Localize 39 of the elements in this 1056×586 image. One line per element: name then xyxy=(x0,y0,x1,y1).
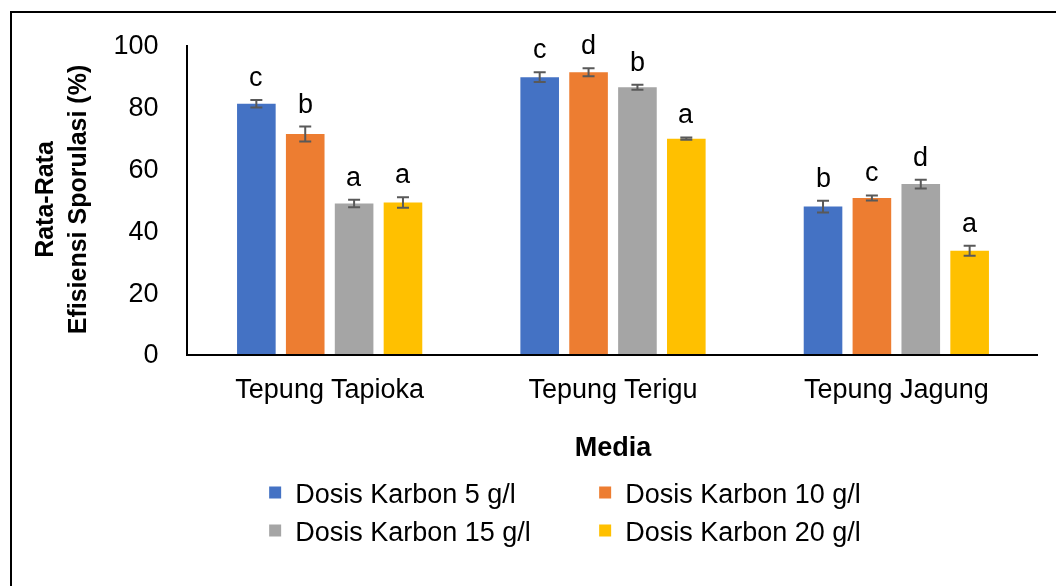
data-label: b xyxy=(816,163,832,193)
y-tick-label: 60 xyxy=(128,154,159,185)
data-label: a xyxy=(346,162,362,192)
legend-label: Dosis Karbon 20 g/l xyxy=(625,517,861,548)
bar xyxy=(618,87,657,354)
y-tick-label: 100 xyxy=(113,30,159,61)
bar xyxy=(803,206,843,354)
bar xyxy=(667,138,706,354)
x-tick-label: Tepung Jagung xyxy=(803,374,989,405)
legend-label: Dosis Karbon 10 g/l xyxy=(625,478,861,509)
y-tick-label: 0 xyxy=(143,339,159,370)
data-label: a xyxy=(395,159,411,189)
data-label: d xyxy=(581,30,597,60)
y-tick-label: 20 xyxy=(128,277,159,308)
x-axis-title: Media xyxy=(574,432,653,463)
y-axis-title: Rata-Rata Efisiensi Sporulasi (%) xyxy=(30,64,91,335)
bar xyxy=(237,103,276,354)
bar xyxy=(569,72,608,354)
y-tick-label: 80 xyxy=(128,92,159,123)
x-tick-label: Tepung Terigu xyxy=(528,374,698,405)
bar xyxy=(285,133,325,354)
bar xyxy=(950,250,989,354)
data-label: d xyxy=(913,142,929,172)
bar xyxy=(383,202,423,354)
data-label: b xyxy=(630,47,646,77)
data-label: c xyxy=(533,34,547,64)
bar xyxy=(901,184,941,354)
y-tick-label: 40 xyxy=(128,215,159,246)
x-tick-label: Tepung Tapioka xyxy=(235,374,425,405)
data-label: c xyxy=(865,157,879,187)
data-label: a xyxy=(962,208,978,238)
data-label: a xyxy=(678,99,694,129)
bar xyxy=(520,77,559,354)
data-label: c xyxy=(249,62,263,92)
data-label: b xyxy=(298,89,314,119)
legend-label: Dosis Karbon 15 g/l xyxy=(295,517,531,548)
bar xyxy=(852,197,892,354)
bar xyxy=(334,203,374,354)
legend-label: Dosis Karbon 5 g/l xyxy=(295,478,516,509)
